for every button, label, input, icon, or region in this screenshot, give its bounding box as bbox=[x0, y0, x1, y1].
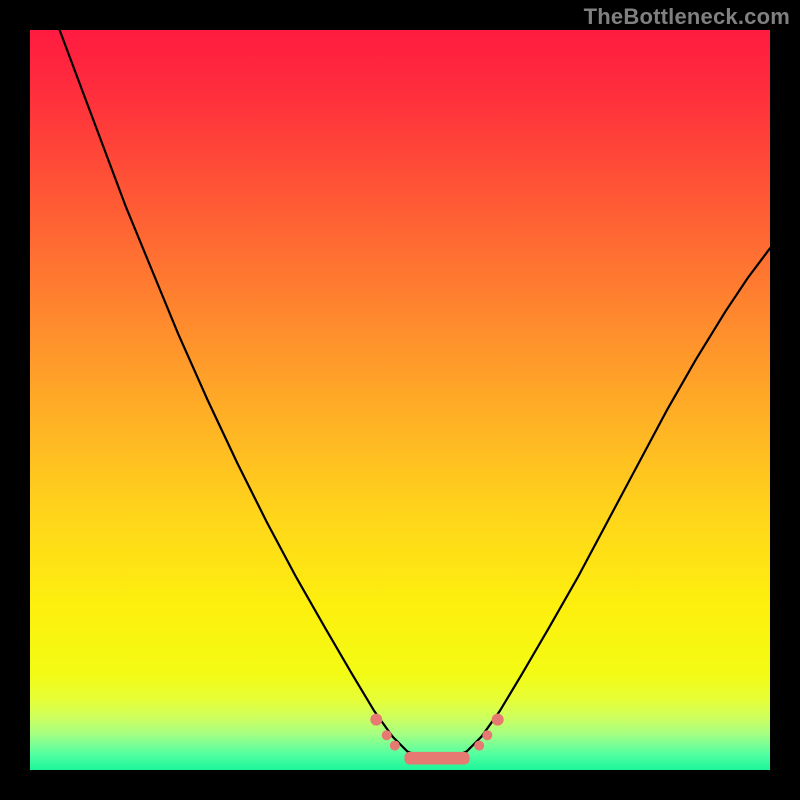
watermark-label: TheBottleneck.com bbox=[584, 4, 790, 30]
floor-band bbox=[404, 752, 469, 765]
curve-marker bbox=[382, 730, 392, 740]
bottleneck-chart-svg bbox=[0, 0, 800, 800]
curve-marker bbox=[390, 741, 400, 751]
curve-marker bbox=[492, 714, 504, 726]
chart-stage: TheBottleneck.com bbox=[0, 0, 800, 800]
curve-marker bbox=[370, 714, 382, 726]
curve-marker bbox=[474, 741, 484, 751]
gradient-background bbox=[30, 30, 770, 770]
curve-marker bbox=[482, 730, 492, 740]
